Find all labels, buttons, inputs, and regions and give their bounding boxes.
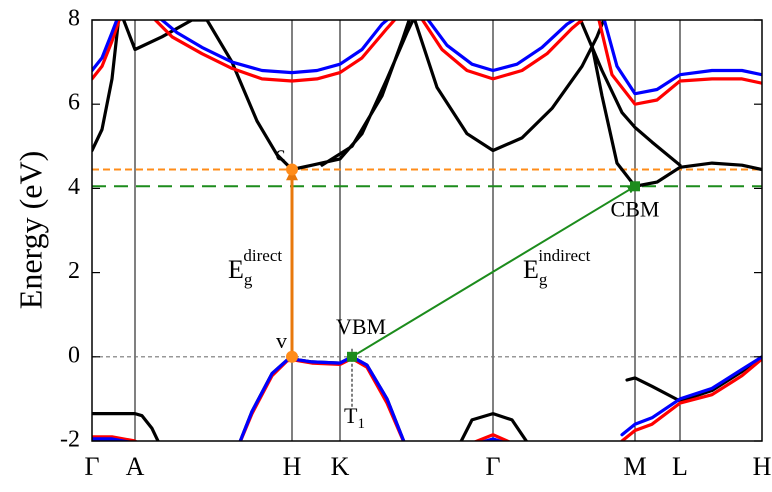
- t-subscript: 1: [357, 416, 365, 432]
- band-line: [92, 20, 762, 441]
- x-tick-label: K: [331, 452, 350, 481]
- gap-symbol: E: [523, 255, 539, 284]
- band-line: [92, 20, 762, 441]
- gap-symbol: E: [228, 255, 244, 284]
- band-line: [92, 20, 762, 441]
- gap-subscript: g: [539, 270, 548, 289]
- gap-label: Eg direct: [228, 246, 282, 289]
- t-label: T1: [344, 403, 365, 432]
- point-marker: [286, 163, 298, 176]
- point-label: c: [275, 141, 285, 166]
- y-tick-label: 8: [68, 6, 80, 32]
- point-marker: [286, 350, 298, 363]
- point-marker: [347, 351, 357, 362]
- gap-arrow: [351, 185, 636, 358]
- gap-superscript: direct: [243, 246, 282, 265]
- x-tick-label: M: [623, 452, 646, 481]
- y-tick-label: 2: [68, 258, 80, 284]
- x-tick-label: Γ: [84, 452, 99, 481]
- y-tick-label: -2: [60, 427, 80, 453]
- point-label: v: [276, 328, 287, 353]
- x-tick-label: H: [283, 452, 302, 481]
- point-label: CBM: [611, 196, 660, 221]
- y-tick-label: 0: [68, 342, 80, 368]
- y-tick-label: 6: [68, 90, 80, 116]
- y-axis-label: Energy (eV): [12, 151, 48, 309]
- plot-area: [92, 20, 762, 441]
- x-tick-label: L: [672, 452, 688, 481]
- frame: [91, 19, 763, 442]
- y-tick-label: 4: [68, 174, 80, 200]
- point-label: VBM: [336, 314, 386, 339]
- gap-label: Eg indirect: [523, 246, 591, 289]
- t-symbol: T: [344, 403, 358, 428]
- x-tick-label: Γ: [485, 452, 500, 481]
- x-tick-label: H: [753, 452, 772, 481]
- point-marker: [630, 181, 640, 192]
- grid: [91, 20, 763, 441]
- x-tick-label: A: [126, 452, 145, 481]
- gap-subscript: g: [244, 270, 253, 289]
- gap-superscript: indirect: [538, 246, 590, 265]
